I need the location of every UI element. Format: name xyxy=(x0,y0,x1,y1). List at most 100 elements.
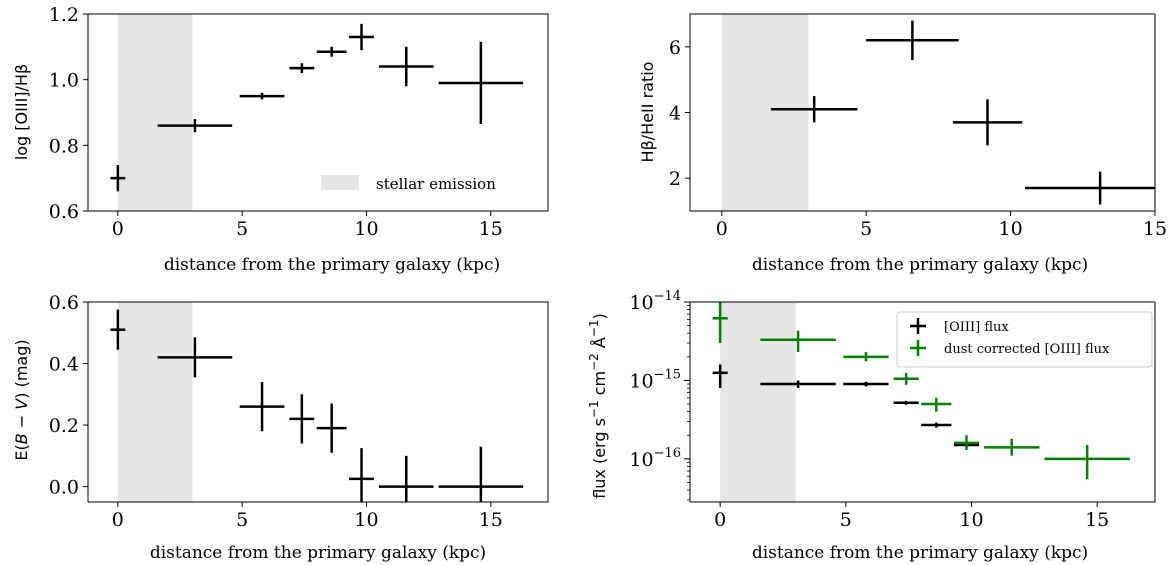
ebv-xlabel: distance from the primary galaxy (kpc) xyxy=(150,543,486,563)
data-point xyxy=(110,309,126,350)
ebv-ticks: 0 5 10 15 0.0 0.2 0.4 0.6 xyxy=(49,292,503,531)
x-tick-label: 15 xyxy=(479,509,503,531)
data-point xyxy=(1044,445,1130,480)
hb-heii-xlabel: distance from the primary galaxy (kpc) xyxy=(752,255,1088,275)
data-point xyxy=(760,380,836,389)
data-point xyxy=(289,63,315,74)
data-point xyxy=(110,165,126,192)
y-tick-label: 0.6 xyxy=(49,292,79,314)
x-tick-label: 5 xyxy=(860,218,872,240)
x-tick-label: 5 xyxy=(236,509,248,531)
data-point xyxy=(843,381,889,387)
legend-marker-dust-corrected-flux xyxy=(910,340,926,356)
legend-swatch-stellar-emission xyxy=(321,175,359,190)
y-tick-label: 0.8 xyxy=(49,135,79,157)
hb-heii-ticks: 0 5 10 15 2 4 6 xyxy=(669,37,1167,240)
data-point xyxy=(438,41,524,124)
panel-hb-heii: 0 5 10 15 2 4 6 distance from the primary gala… xyxy=(638,13,1167,275)
x-tick-label: 0 xyxy=(112,218,124,240)
x-tick-label: 10 xyxy=(998,218,1022,240)
panel-oiii-hb: 0 5 10 15 0.6 0.8 1.0 1.2 stellar emission dist… xyxy=(12,4,549,275)
data-point xyxy=(893,372,919,385)
data-point xyxy=(712,364,728,389)
hb-heii-axes-frame xyxy=(689,13,1156,212)
oiii-hb-legend: stellar emission xyxy=(321,175,496,193)
x-tick-label: 15 xyxy=(1085,509,1109,531)
stellar-emission-shade xyxy=(721,14,809,211)
stellar-emission-shade xyxy=(720,302,796,502)
x-tick-label: 15 xyxy=(1143,218,1167,240)
data-point xyxy=(712,302,728,344)
stellar-emission-shade xyxy=(117,14,193,211)
flux-xlabel: distance from the primary galaxy (kpc) xyxy=(752,543,1088,563)
data-point xyxy=(952,99,1023,146)
y-tick-label: 4 xyxy=(669,103,681,125)
flux-ticks: 0 5 10 15 10−16 10−15 10−14 xyxy=(629,289,1109,531)
x-tick-label: 10 xyxy=(959,509,983,531)
x-tick-label: 5 xyxy=(840,509,852,531)
oiii-hb-ylabel: log [OIII]/Hβ xyxy=(12,64,31,160)
x-tick-label: 10 xyxy=(354,509,378,531)
hb-heii-errorbars xyxy=(770,20,1155,205)
data-point xyxy=(893,400,919,405)
data-point xyxy=(378,455,434,502)
flux-legend: [OIII] flux dust corrected [OIII] flux xyxy=(896,311,1153,368)
flux-ylabel: flux (erg s−1 cm−2 Å−1) xyxy=(587,313,609,499)
x-tick-label: 10 xyxy=(354,218,378,240)
data-point xyxy=(921,422,952,428)
data-point xyxy=(843,352,889,362)
panel-ebv: 0 5 10 15 0.0 0.2 0.4 0.6 distance from the pri… xyxy=(12,292,549,563)
y-tick-label: 10−16 xyxy=(629,446,681,471)
data-point xyxy=(1025,171,1155,205)
data-point xyxy=(953,435,980,450)
y-tick-label: 1.0 xyxy=(49,70,79,92)
x-tick-label: 0 xyxy=(714,509,726,531)
x-tick-label: 15 xyxy=(479,218,503,240)
oiii-hb-ticks: 0 5 10 15 0.6 0.8 1.0 1.2 xyxy=(49,4,503,240)
y-tick-label: 1.2 xyxy=(49,4,79,26)
data-point xyxy=(349,448,374,502)
data-point xyxy=(157,119,233,133)
data-point xyxy=(378,46,434,87)
oiii-hb-axes-frame xyxy=(87,13,549,212)
data-point xyxy=(760,330,836,353)
ebv-ylabel: E(B − V) (mag) xyxy=(12,339,31,460)
data-point xyxy=(866,20,959,60)
flux-axes-frame xyxy=(689,301,1156,503)
legend-label-stellar-emission: stellar emission xyxy=(376,175,496,193)
y-tick-label: 10−15 xyxy=(629,367,681,392)
legend-label-oiii-flux: [OIII] flux xyxy=(944,320,1009,335)
legend-label-dust-corrected-flux: dust corrected [OIII] flux xyxy=(944,342,1110,357)
data-point xyxy=(349,23,374,51)
data-point xyxy=(316,403,347,453)
hb-heii-ylabel: Hβ/HeII ratio xyxy=(638,62,657,163)
ebv-errorbars xyxy=(110,309,524,502)
x-tick-label: 0 xyxy=(716,218,728,240)
y-tick-label: 6 xyxy=(669,37,681,59)
data-point xyxy=(770,96,858,123)
stellar-emission-shade xyxy=(117,302,193,502)
data-point xyxy=(984,438,1040,456)
y-tick-label: 10−14 xyxy=(629,289,681,314)
data-point xyxy=(921,397,952,412)
x-tick-label: 5 xyxy=(236,218,248,240)
data-point xyxy=(289,394,315,444)
data-point xyxy=(239,92,285,100)
oiii-hb-errorbars xyxy=(110,23,524,192)
flux-errorbars xyxy=(712,302,1130,480)
data-point xyxy=(239,382,285,432)
y-tick-label: 0.2 xyxy=(49,415,79,437)
data-point xyxy=(438,446,524,502)
x-tick-label: 0 xyxy=(112,509,124,531)
y-tick-label: 2 xyxy=(669,168,681,190)
data-point xyxy=(316,46,347,57)
y-tick-label: 0.6 xyxy=(49,201,79,223)
legend-box xyxy=(896,311,1153,368)
y-tick-label: 0.4 xyxy=(49,354,79,376)
data-point xyxy=(157,337,233,378)
ebv-axes-frame xyxy=(87,301,549,503)
legend-marker-oiii-flux xyxy=(910,318,926,334)
y-tick-label: 0.0 xyxy=(49,477,79,499)
oiii-hb-xlabel: distance from the primary galaxy (kpc) xyxy=(164,255,500,275)
